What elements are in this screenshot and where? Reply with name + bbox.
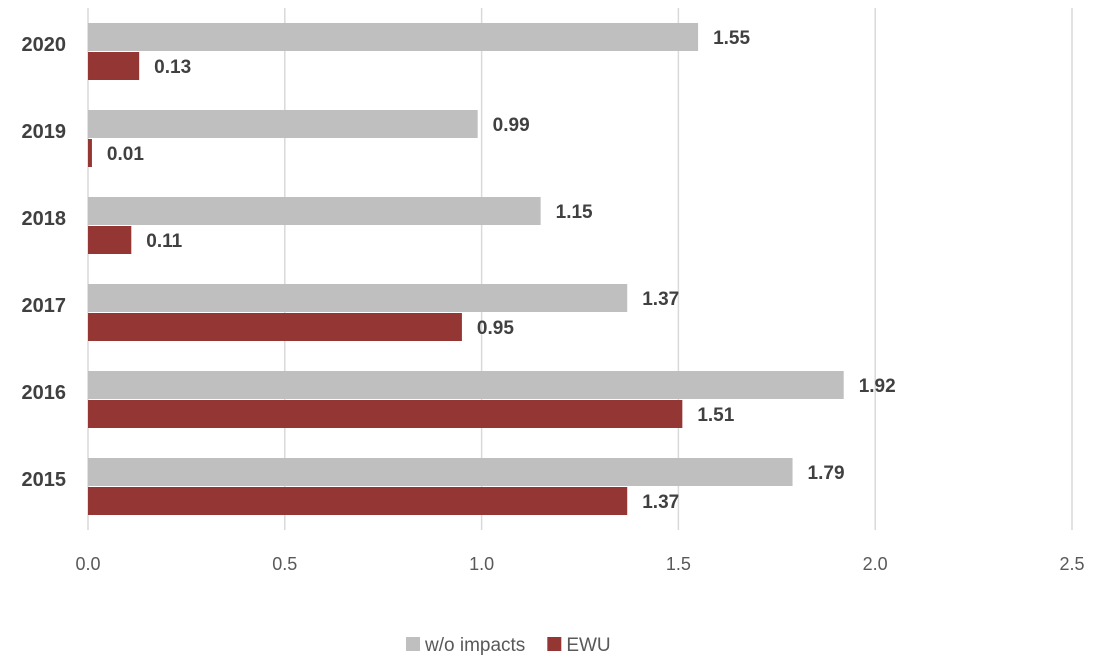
data-label: 1.51 <box>697 405 734 426</box>
gridlines <box>87 8 1073 530</box>
bar <box>88 226 132 254</box>
data-label: 0.95 <box>477 318 514 339</box>
x-tick-label: 0.5 <box>272 554 297 574</box>
data-label: 1.92 <box>859 376 896 397</box>
data-label: 0.11 <box>146 231 182 252</box>
data-label: 1.37 <box>642 289 679 310</box>
bar <box>88 400 683 428</box>
legend-swatch <box>547 637 562 651</box>
bar <box>88 52 140 80</box>
data-label: 0.01 <box>107 144 144 165</box>
data-label: 1.15 <box>556 202 593 223</box>
data-label: 1.79 <box>808 463 845 484</box>
data-label: 1.37 <box>642 492 679 513</box>
data-label: 1.55 <box>713 28 750 49</box>
category-label: 2016 <box>22 382 67 404</box>
data-label: 0.13 <box>154 57 191 78</box>
x-tick-label: 1.5 <box>666 554 691 574</box>
legend-swatch <box>406 637 420 651</box>
bars <box>88 23 844 515</box>
category-labels: 2020 2019 2018 2017 2016 2015 <box>22 34 67 491</box>
bar <box>88 284 628 312</box>
bar <box>88 110 478 138</box>
bar <box>88 313 462 341</box>
category-label: 2017 <box>22 295 67 317</box>
data-label: 0.99 <box>493 115 530 136</box>
legend-label: w/o impacts <box>424 635 525 656</box>
x-tick-label: 2.5 <box>1059 554 1084 574</box>
data-labels: 1.55 0.13 0.99 0.01 1.15 0.11 1.37 0.95 1.92 1.51… <box>107 28 896 513</box>
category-label: 2019 <box>22 121 67 143</box>
bar <box>88 197 541 225</box>
x-axis-tick-labels: 0.0 0.5 1.0 1.5 2.0 2.5 <box>75 554 1084 574</box>
bar <box>88 139 92 167</box>
bar <box>88 458 793 486</box>
x-tick-label: 0.0 <box>75 554 100 574</box>
x-tick-label: 1.0 <box>469 554 494 574</box>
category-label: 2015 <box>22 469 67 491</box>
bar <box>88 23 699 51</box>
x-tick-label: 2.0 <box>863 554 888 574</box>
bar <box>88 371 844 399</box>
legend: w/o impacts EWU <box>406 635 611 656</box>
legend-label: EWU <box>566 635 610 656</box>
category-label: 2018 <box>22 208 67 230</box>
category-label: 2020 <box>22 34 67 56</box>
bar <box>88 487 628 515</box>
